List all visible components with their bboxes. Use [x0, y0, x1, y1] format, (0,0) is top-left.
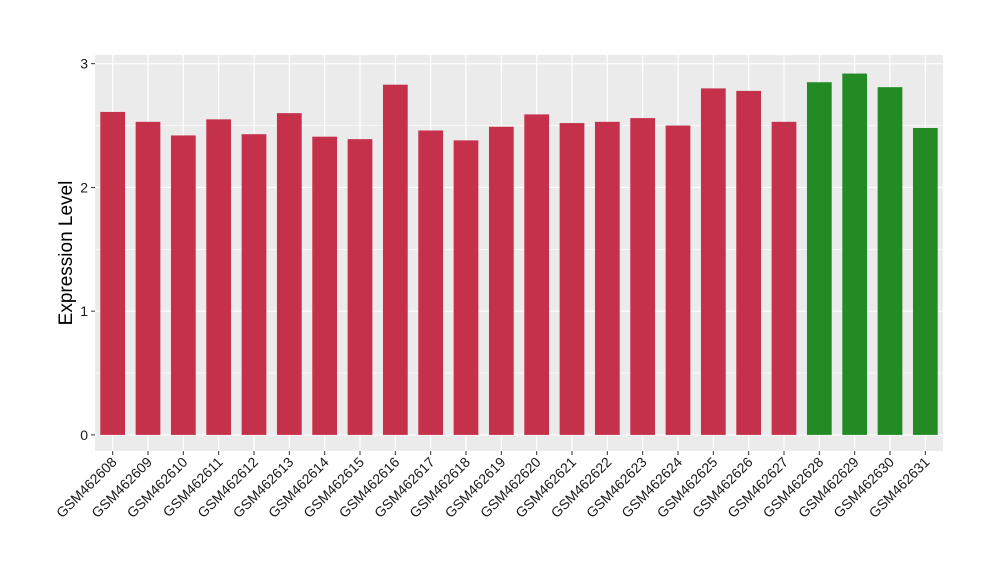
bar-GSM462629: [842, 73, 868, 435]
bar-GSM462613: [276, 113, 302, 435]
bar-GSM462617: [418, 130, 444, 435]
y-axis-title: Expression Level: [56, 181, 77, 326]
y-tick-label: 3: [80, 56, 88, 72]
bar-GSM462631: [912, 128, 938, 435]
bar-GSM462610: [170, 135, 196, 435]
y-axis: 0 1 2 3: [80, 56, 95, 443]
bar-GSM462625: [700, 88, 726, 435]
bar-GSM462620: [524, 114, 550, 435]
y-tick-label: 2: [80, 179, 88, 195]
bar-GSM462621: [559, 123, 585, 435]
bar-GSM462612: [241, 134, 267, 435]
y-tick-label: 1: [80, 303, 88, 319]
bar-GSM462623: [630, 118, 656, 435]
bar-GSM462615: [347, 139, 373, 435]
bar-GSM462626: [736, 90, 762, 435]
plot-panel: [95, 55, 943, 451]
bar-GSM462622: [594, 121, 620, 435]
bar-GSM462609: [135, 121, 161, 435]
bar-GSM462624: [665, 125, 691, 435]
bars: [100, 73, 938, 435]
bar-GSM462618: [453, 140, 479, 435]
bar-GSM462611: [206, 119, 232, 435]
x-axis: GSM462608GSM462609GSM462610GSM462611GSM4…: [53, 451, 933, 521]
bar-GSM462628: [806, 82, 832, 435]
bar-GSM462627: [771, 121, 797, 435]
bar-GSM462630: [877, 87, 903, 435]
bar-GSM462619: [488, 126, 514, 435]
y-tick-label: 0: [80, 427, 88, 443]
bar-GSM462616: [382, 84, 408, 435]
bar-GSM462608: [100, 111, 126, 435]
bar-GSM462614: [312, 136, 338, 435]
